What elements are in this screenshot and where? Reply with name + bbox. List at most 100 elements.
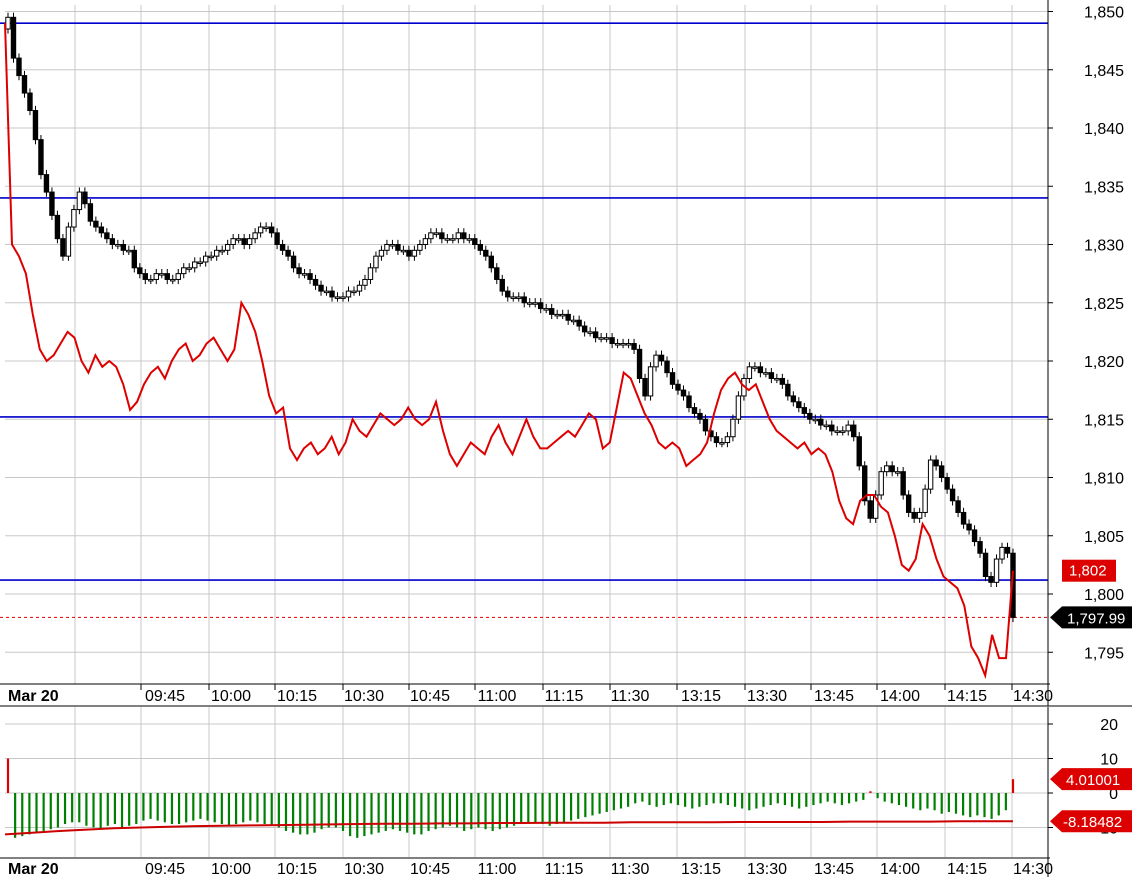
candle-up xyxy=(450,238,456,241)
candle-up xyxy=(356,284,363,292)
candle-down xyxy=(164,273,170,280)
candle-up xyxy=(126,249,132,253)
candle-up xyxy=(543,308,549,311)
red-line-series xyxy=(4,23,1014,680)
candle-down xyxy=(312,278,319,286)
candle-down xyxy=(274,232,280,246)
candle-down xyxy=(960,511,967,525)
sub-date-label: Mar 20 xyxy=(8,861,59,877)
candle-up xyxy=(559,313,566,317)
candle-up xyxy=(598,337,604,340)
red-line-last-value: 1,802 xyxy=(1069,563,1107,580)
time-tick-label: 13:15 xyxy=(681,688,721,705)
time-tick-label: 09:45 xyxy=(145,688,185,705)
candle-up xyxy=(883,465,890,473)
candle-up xyxy=(444,238,451,241)
candle-up xyxy=(614,343,621,346)
candle-up xyxy=(192,261,198,269)
candle-down xyxy=(675,383,681,391)
candle-down xyxy=(395,244,401,251)
candle-up xyxy=(301,273,308,276)
price-tick-label: 1,845 xyxy=(1084,63,1124,80)
candle-up xyxy=(417,244,423,251)
candle-down xyxy=(137,267,143,275)
price-tick-label: 1,810 xyxy=(1084,471,1124,488)
candle-up xyxy=(922,488,928,513)
candle-down xyxy=(142,273,148,280)
candle-up xyxy=(719,442,725,445)
candle-down xyxy=(548,308,555,315)
candle-down xyxy=(329,290,335,298)
candle-down xyxy=(461,232,467,240)
candle-up xyxy=(378,249,385,257)
sub-time-tick-label: 11:15 xyxy=(545,861,584,877)
candle-up xyxy=(532,302,538,305)
candle-down xyxy=(966,523,972,531)
candle-up xyxy=(362,278,368,286)
last-price-tag xyxy=(1050,606,1132,629)
candle-up xyxy=(76,191,83,211)
sub-time-tick-label: 11:00 xyxy=(478,861,517,877)
candle-down xyxy=(938,465,945,479)
candle-up xyxy=(894,471,901,474)
candle-up xyxy=(389,244,396,247)
candlestick-series xyxy=(5,12,1016,623)
candle-up xyxy=(65,226,72,257)
candle-down xyxy=(307,273,313,280)
candle-down xyxy=(658,354,665,362)
candle-down xyxy=(494,267,500,280)
time-tick-label: 10:45 xyxy=(410,688,450,705)
candle-down xyxy=(93,220,99,228)
candle-down xyxy=(49,191,55,216)
candle-down xyxy=(10,16,17,59)
candle-up xyxy=(252,232,258,240)
candle-down xyxy=(779,377,786,385)
candle-down xyxy=(439,232,445,240)
candle-up xyxy=(873,494,879,519)
time-axis-bg xyxy=(0,684,1132,705)
candle-up xyxy=(845,424,851,432)
candle-down xyxy=(702,418,709,432)
candle-down xyxy=(296,267,302,275)
price-tick-label: 1,830 xyxy=(1084,238,1124,255)
candle-up xyxy=(400,249,407,253)
sub-time-tick-label: 10:45 xyxy=(410,861,450,877)
candle-up xyxy=(752,366,758,369)
candle-down xyxy=(900,471,906,496)
sub-grid xyxy=(5,707,1048,857)
candle-down xyxy=(87,203,94,222)
candle-up xyxy=(345,290,352,298)
candle-down xyxy=(757,366,764,374)
candle-down xyxy=(38,139,44,176)
candle-down xyxy=(104,232,110,240)
candle-down xyxy=(680,389,687,397)
candle-up xyxy=(153,273,159,280)
candle-up xyxy=(735,395,742,420)
sub-value-tick-label: 10 xyxy=(1100,752,1118,769)
candle-down xyxy=(713,436,720,444)
candle-down xyxy=(631,343,637,350)
candle-down xyxy=(1004,546,1011,554)
candle-up xyxy=(433,232,440,235)
candle-up xyxy=(428,232,434,240)
last-price-value: 1,797.99 xyxy=(1067,610,1125,627)
candle-up xyxy=(5,16,11,30)
candle-up xyxy=(823,424,829,428)
date-label: Mar 20 xyxy=(8,688,59,705)
sub-value-tick-label: 0 xyxy=(1109,786,1118,803)
candle-up xyxy=(625,343,632,346)
candle-down xyxy=(944,477,950,490)
candle-up xyxy=(71,209,77,228)
candle-up xyxy=(257,226,264,234)
horizontal-levels xyxy=(0,22,1048,618)
sub-time-tick-label: 09:45 xyxy=(145,861,185,877)
sub-time-tick-label: 14:15 xyxy=(947,861,987,877)
red-line-last-tag xyxy=(1062,559,1116,582)
candle-down xyxy=(16,57,22,77)
candle-down xyxy=(949,488,956,502)
main-grid xyxy=(5,5,1048,684)
candle-up xyxy=(466,238,473,241)
candle-down xyxy=(801,407,808,414)
candle-down xyxy=(576,319,582,327)
time-tick-label: 11:15 xyxy=(545,688,584,705)
